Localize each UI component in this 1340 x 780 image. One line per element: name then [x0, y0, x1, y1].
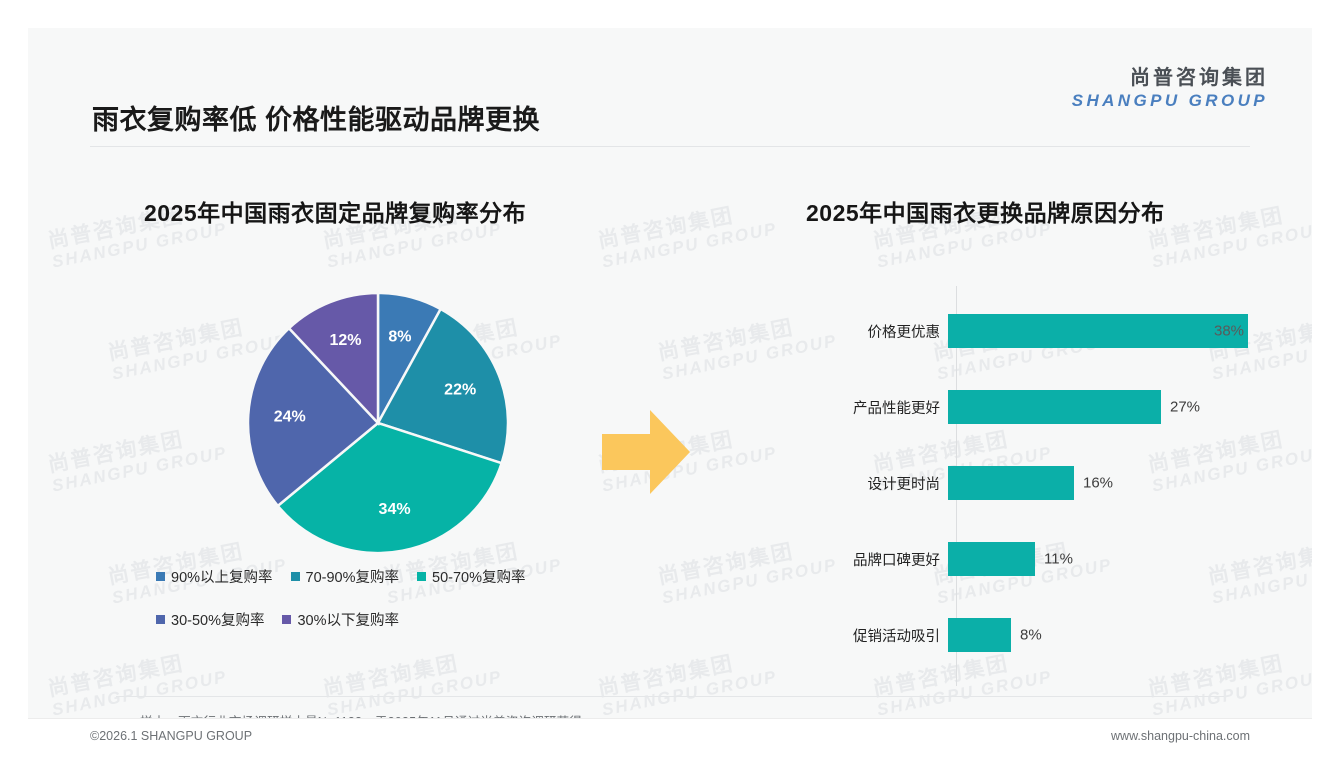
- legend-item[interactable]: 30-50%复购率: [156, 609, 264, 630]
- footer-website[interactable]: www.shangpu-china.com: [1111, 728, 1250, 743]
- bar-track: 16%: [948, 466, 1288, 500]
- bar-category-label: 设计更时尚: [867, 476, 941, 493]
- bar-track: 27%: [948, 390, 1288, 424]
- bar-category-label: 产品性能更好: [853, 400, 940, 417]
- legend-swatch-icon: [290, 572, 300, 581]
- switch-reason-bar-chart: 价格更优惠 38% 产品性能更好 27% 设计更时尚 16% 品牌口碑更好 11% 促销活动吸引…: [818, 286, 1288, 686]
- pie-slice-value-label: 34%: [379, 501, 411, 518]
- legend-swatch-icon: [282, 615, 292, 624]
- bar-category-label: 品牌口碑更好: [853, 552, 940, 569]
- pie-slice[interactable]: [376, 307, 510, 465]
- slide-canvas: 尚普咨询集团 SHANGPU GROUP 尚普咨询集团 SHANGPU GROUP 尚普…: [28, 28, 1312, 752]
- bar-row: 促销活动吸引 8%: [818, 618, 1288, 652]
- logo-chinese-text: 尚普咨询集团: [1130, 67, 1268, 89]
- footer-copyright: ©2026.1 SHANGPU GROUP: [90, 728, 253, 743]
- legend-item-label: 30%以下复购率: [297, 613, 400, 629]
- slide-footer: ©2026.1 SHANGPU GROUP www.shangpu-china.…: [28, 718, 1312, 752]
- pie-legend: 90%以上复购率 70-90%复购率 50-70%复购率 30-50%复购率 30%以下…: [156, 566, 606, 630]
- pie-slice-value-label: 12%: [329, 332, 361, 349]
- logo-english-text: SHANGPU GROUP: [1071, 91, 1268, 110]
- bar-fill[interactable]: [948, 542, 1035, 576]
- pie-slice[interactable]: [287, 291, 380, 427]
- footnote-divider: [116, 696, 1224, 697]
- pie-slice[interactable]: [276, 421, 504, 555]
- legend-item-label: 90%以上复购率: [171, 570, 273, 586]
- pie-slice-value-label: 22%: [444, 382, 476, 399]
- bar-track: 8%: [948, 618, 1288, 652]
- bar-value-label: 38%: [1214, 322, 1245, 340]
- legend-item[interactable]: 70-90%复购率: [290, 566, 400, 587]
- right-chart-title: 2025年中国雨衣更换品牌原因分布: [806, 200, 1165, 226]
- bar-category-label: 价格更优惠: [867, 324, 941, 341]
- legend-swatch-icon: [156, 572, 165, 581]
- bar-value-label: 27%: [1170, 398, 1201, 416]
- bar-row: 产品性能更好 27%: [818, 390, 1288, 424]
- left-chart-title: 2025年中国雨衣固定品牌复购率分布: [144, 200, 527, 226]
- legend-swatch-icon: [417, 572, 427, 581]
- legend-item-label: 30-50%复购率: [171, 613, 265, 629]
- bar-fill[interactable]: [948, 314, 1248, 348]
- bar-track: 11%: [948, 542, 1288, 576]
- bar-track: 38%: [948, 314, 1288, 348]
- bar-value-label: 16%: [1083, 474, 1114, 492]
- bar-fill[interactable]: [948, 618, 1011, 652]
- arrow-right-icon: [598, 406, 694, 503]
- company-logo: 尚普咨询集团 SHANGPU GROUP: [1072, 66, 1268, 111]
- slide-header: 雨衣复购率低 价格性能驱动品牌更换 尚普咨询集团 SHANGPU GROUP: [28, 28, 1312, 135]
- header-divider: [90, 146, 1250, 147]
- legend-item-label: 50-70%复购率: [432, 570, 526, 586]
- pie-slice-value-label: 8%: [388, 329, 411, 346]
- bar-row: 设计更时尚 16%: [818, 466, 1288, 500]
- bar-value-label: 8%: [1020, 626, 1042, 644]
- legend-item[interactable]: 30%以下复购率: [282, 609, 399, 630]
- legend-item[interactable]: 50-70%复购率: [417, 566, 526, 587]
- page-title: 雨衣复购率低 价格性能驱动品牌更换: [92, 105, 541, 135]
- repurchase-rate-pie-chart: 8% 22% 34% 24% 12%: [244, 289, 512, 557]
- bar-category-label: 促销活动吸引: [853, 628, 940, 645]
- pie-slice[interactable]: [246, 326, 380, 508]
- bar-row: 品牌口碑更好 11%: [818, 542, 1288, 576]
- pie-slice-value-label: 24%: [274, 409, 306, 426]
- legend-item-label: 70-90%复购率: [305, 570, 400, 586]
- legend-swatch-icon: [156, 615, 165, 624]
- pie-svg: 8% 22% 34% 24% 12%: [246, 291, 510, 555]
- bar-value-label: 11%: [1044, 550, 1073, 568]
- bar-row: 价格更优惠 38%: [818, 314, 1288, 348]
- bar-fill[interactable]: [948, 390, 1161, 424]
- legend-item[interactable]: 90%以上复购率: [156, 566, 273, 587]
- bar-fill[interactable]: [948, 466, 1074, 500]
